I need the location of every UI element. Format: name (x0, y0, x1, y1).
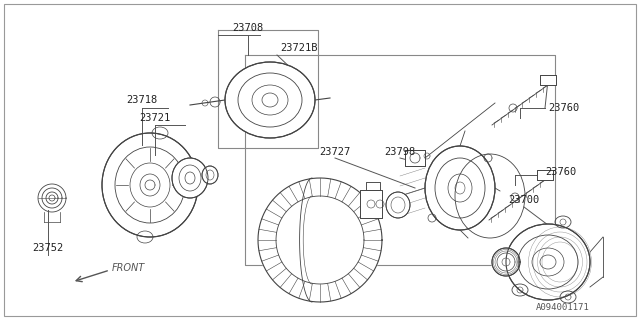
Text: 23752: 23752 (33, 243, 63, 253)
Text: 23700: 23700 (508, 195, 540, 205)
Polygon shape (258, 178, 382, 302)
Ellipse shape (425, 146, 495, 230)
Text: 23718: 23718 (126, 95, 157, 105)
Bar (366, 182, 380, 190)
Bar (540, 75, 556, 85)
Ellipse shape (172, 158, 208, 198)
Ellipse shape (102, 133, 198, 237)
Text: A094001171: A094001171 (536, 303, 590, 313)
Text: 23798: 23798 (385, 147, 415, 157)
Bar (537, 170, 553, 180)
Bar (540, 75, 556, 85)
Bar (405, 150, 425, 166)
Polygon shape (492, 248, 520, 276)
Bar (360, 190, 382, 218)
Text: FRONT: FRONT (112, 263, 145, 273)
Bar (537, 170, 553, 180)
Text: 23760: 23760 (545, 167, 576, 177)
Text: 23708: 23708 (232, 23, 264, 33)
Ellipse shape (225, 62, 315, 138)
Ellipse shape (386, 192, 410, 218)
Bar (405, 150, 425, 166)
Ellipse shape (506, 224, 590, 300)
Text: 23721: 23721 (140, 113, 171, 123)
Text: 23721B: 23721B (280, 43, 317, 53)
Bar (360, 190, 382, 218)
Text: 23760: 23760 (548, 103, 579, 113)
Ellipse shape (202, 166, 218, 184)
Text: 23727: 23727 (319, 147, 351, 157)
Bar (366, 182, 380, 190)
